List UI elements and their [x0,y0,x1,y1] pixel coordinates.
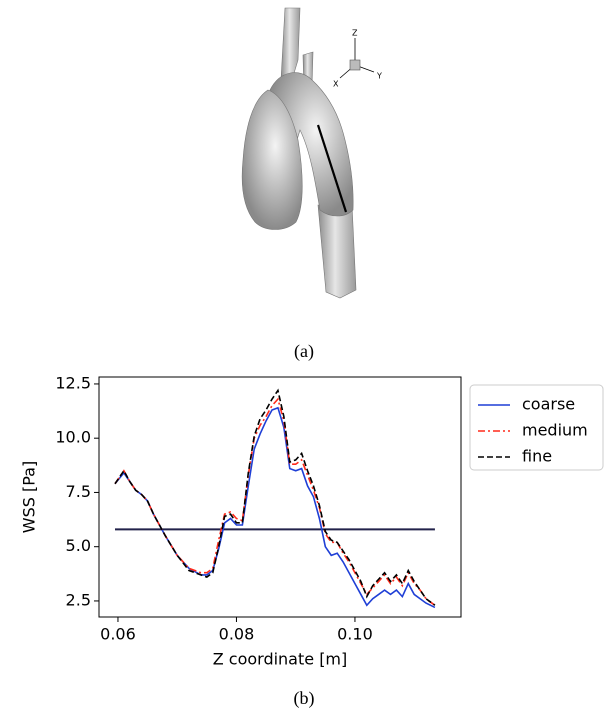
x-tick-label: 0.06 [100,625,136,644]
series-line [114,388,436,606]
x-tick-label: 0.08 [219,625,255,644]
legend: coarse medium fine [469,384,604,471]
legend-label: medium [522,421,588,440]
caption: (b) [294,688,315,709]
axes-triad: Z X Y [333,29,382,89]
y-tick-label: 10.0 [55,428,91,447]
legend-label: fine [522,447,552,466]
legend-frame [469,384,604,471]
triad-label: Z [352,29,358,38]
y-tick-label: 5.0 [66,536,91,555]
y-tick-label: 2.5 [66,590,91,609]
plot-frame [98,376,462,618]
triad-label: X [333,80,339,89]
y-tick-label: 12.5 [55,373,91,392]
legend-label: coarse [522,395,575,414]
series-line [114,397,436,606]
caption: (a) [294,341,314,362]
series-line [114,406,436,609]
y-axis-label: WSS [Pa] [20,461,39,533]
aorta-render [241,7,357,299]
triad-label: Y [376,72,382,81]
y-tick-label: 7.5 [66,482,91,501]
x-axis-label: Z coordinate [m] [213,650,348,669]
x-tick-label: 0.10 [337,625,373,644]
